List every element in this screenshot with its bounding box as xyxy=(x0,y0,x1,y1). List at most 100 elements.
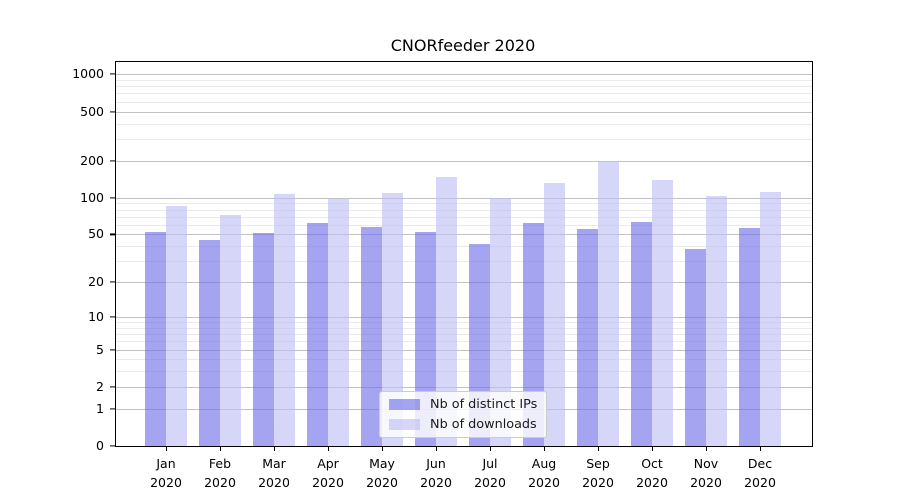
x-tick-mark xyxy=(220,446,222,451)
bar-distinct-ips xyxy=(361,226,382,446)
y-tick-mark xyxy=(110,316,115,318)
minor-gridline xyxy=(116,101,812,103)
legend-swatch-distinct-ips-icon xyxy=(389,399,420,410)
minor-gridline xyxy=(116,86,812,88)
bar-downloads xyxy=(490,197,511,446)
x-tick-label: Oct 2020 xyxy=(620,454,684,493)
x-tick-month: Mar xyxy=(262,456,286,471)
bar-downloads xyxy=(328,198,349,446)
minor-gridline xyxy=(116,224,812,226)
minor-gridline xyxy=(116,79,812,81)
y-tick-label: 500 xyxy=(80,103,104,119)
x-tick-year: 2020 xyxy=(528,475,560,491)
minor-gridline xyxy=(116,334,812,336)
x-tick-month: Feb xyxy=(208,456,232,471)
y-tick-label: 2 xyxy=(96,379,104,395)
x-tick-label: Dec 2020 xyxy=(728,454,792,493)
x-tick-mark xyxy=(382,446,384,451)
major-gridline xyxy=(116,386,812,388)
y-tick-label: 1000 xyxy=(72,66,104,82)
minor-gridline xyxy=(116,261,812,263)
major-gridline xyxy=(116,282,812,284)
bar-distinct-ips xyxy=(631,222,652,446)
x-tick-year: 2020 xyxy=(258,475,290,491)
x-tick-mark xyxy=(166,446,168,451)
y-tick-mark xyxy=(110,408,115,410)
minor-gridline xyxy=(116,359,812,361)
y-tick-mark xyxy=(110,197,115,199)
y-tick-label: 50 xyxy=(88,226,104,242)
minor-gridline xyxy=(116,123,812,125)
x-tick-month: Jun xyxy=(426,456,446,471)
x-tick-mark xyxy=(760,446,762,451)
major-gridline xyxy=(116,234,812,236)
minor-gridline xyxy=(116,138,812,140)
bar-distinct-ips xyxy=(253,233,274,446)
y-tick-mark xyxy=(110,110,115,113)
bar-downloads xyxy=(598,162,619,446)
minor-gridline xyxy=(116,209,812,211)
x-tick-year: 2020 xyxy=(366,475,398,491)
legend: Nb of distinct IPs Nb of downloads xyxy=(379,391,548,438)
x-tick-year: 2020 xyxy=(582,475,614,491)
legend-item-distinct-ips: Nb of distinct IPs xyxy=(389,397,537,412)
minor-gridline xyxy=(116,327,812,329)
x-tick-mark xyxy=(598,446,600,451)
x-tick-month: May xyxy=(369,456,395,471)
major-gridline xyxy=(116,160,812,162)
y-tick-mark xyxy=(110,349,115,351)
bar-downloads xyxy=(166,206,187,446)
x-tick-year: 2020 xyxy=(744,475,776,491)
bar-distinct-ips xyxy=(523,223,544,446)
y-tick-label: 5 xyxy=(96,341,104,357)
x-tick-mark xyxy=(706,446,708,451)
x-tick-year: 2020 xyxy=(690,475,722,491)
legend-swatch-downloads-icon xyxy=(389,419,420,430)
y-tick-label: 10 xyxy=(88,309,104,325)
y-tick-mark xyxy=(110,445,115,447)
y-tick-label: 100 xyxy=(80,189,104,205)
chart-title: CNORfeeder 2020 xyxy=(390,36,536,55)
x-tick-mark xyxy=(652,446,654,451)
minor-gridline xyxy=(116,371,812,373)
x-tick-month: Nov xyxy=(693,456,719,471)
x-tick-label: Sep 2020 xyxy=(566,454,630,493)
x-tick-label: Jun 2020 xyxy=(404,454,468,493)
bar-distinct-ips xyxy=(199,240,220,446)
legend-label-distinct-ips: Nb of distinct IPs xyxy=(430,397,538,412)
x-tick-year: 2020 xyxy=(312,475,344,491)
x-tick-label: Nov 2020 xyxy=(674,454,738,493)
x-tick-label: Apr 2020 xyxy=(296,454,360,493)
x-tick-month: Dec xyxy=(747,456,773,471)
bar-downloads xyxy=(220,215,241,446)
bar-downloads xyxy=(274,193,295,446)
minor-gridline xyxy=(116,322,812,324)
x-tick-month: Jan xyxy=(156,456,176,471)
x-tick-label: Jul 2020 xyxy=(458,454,522,493)
x-tick-year: 2020 xyxy=(474,475,506,491)
x-tick-mark xyxy=(436,446,438,451)
x-tick-year: 2020 xyxy=(636,475,668,491)
x-tick-mark xyxy=(490,446,492,451)
x-tick-label: Mar 2020 xyxy=(242,454,306,493)
x-tick-month: Jul xyxy=(482,456,498,471)
minor-gridline xyxy=(116,216,812,218)
y-tick-mark xyxy=(110,160,115,162)
x-tick-label: Feb 2020 xyxy=(188,454,252,493)
major-gridline xyxy=(116,349,812,351)
x-tick-month: Oct xyxy=(641,456,663,471)
y-tick-label: 0 xyxy=(96,438,104,454)
x-tick-month: Apr xyxy=(317,456,339,471)
x-tick-month: Aug xyxy=(531,456,557,471)
minor-gridline xyxy=(116,93,812,95)
major-gridline xyxy=(116,111,812,113)
x-tick-label: Aug 2020 xyxy=(512,454,576,493)
major-gridline xyxy=(116,74,812,76)
bar-distinct-ips xyxy=(739,228,760,446)
x-tick-year: 2020 xyxy=(150,475,182,491)
legend-label-downloads: Nb of downloads xyxy=(430,417,537,432)
x-tick-mark xyxy=(544,446,546,451)
minor-gridline xyxy=(116,246,812,248)
x-tick-year: 2020 xyxy=(420,475,452,491)
